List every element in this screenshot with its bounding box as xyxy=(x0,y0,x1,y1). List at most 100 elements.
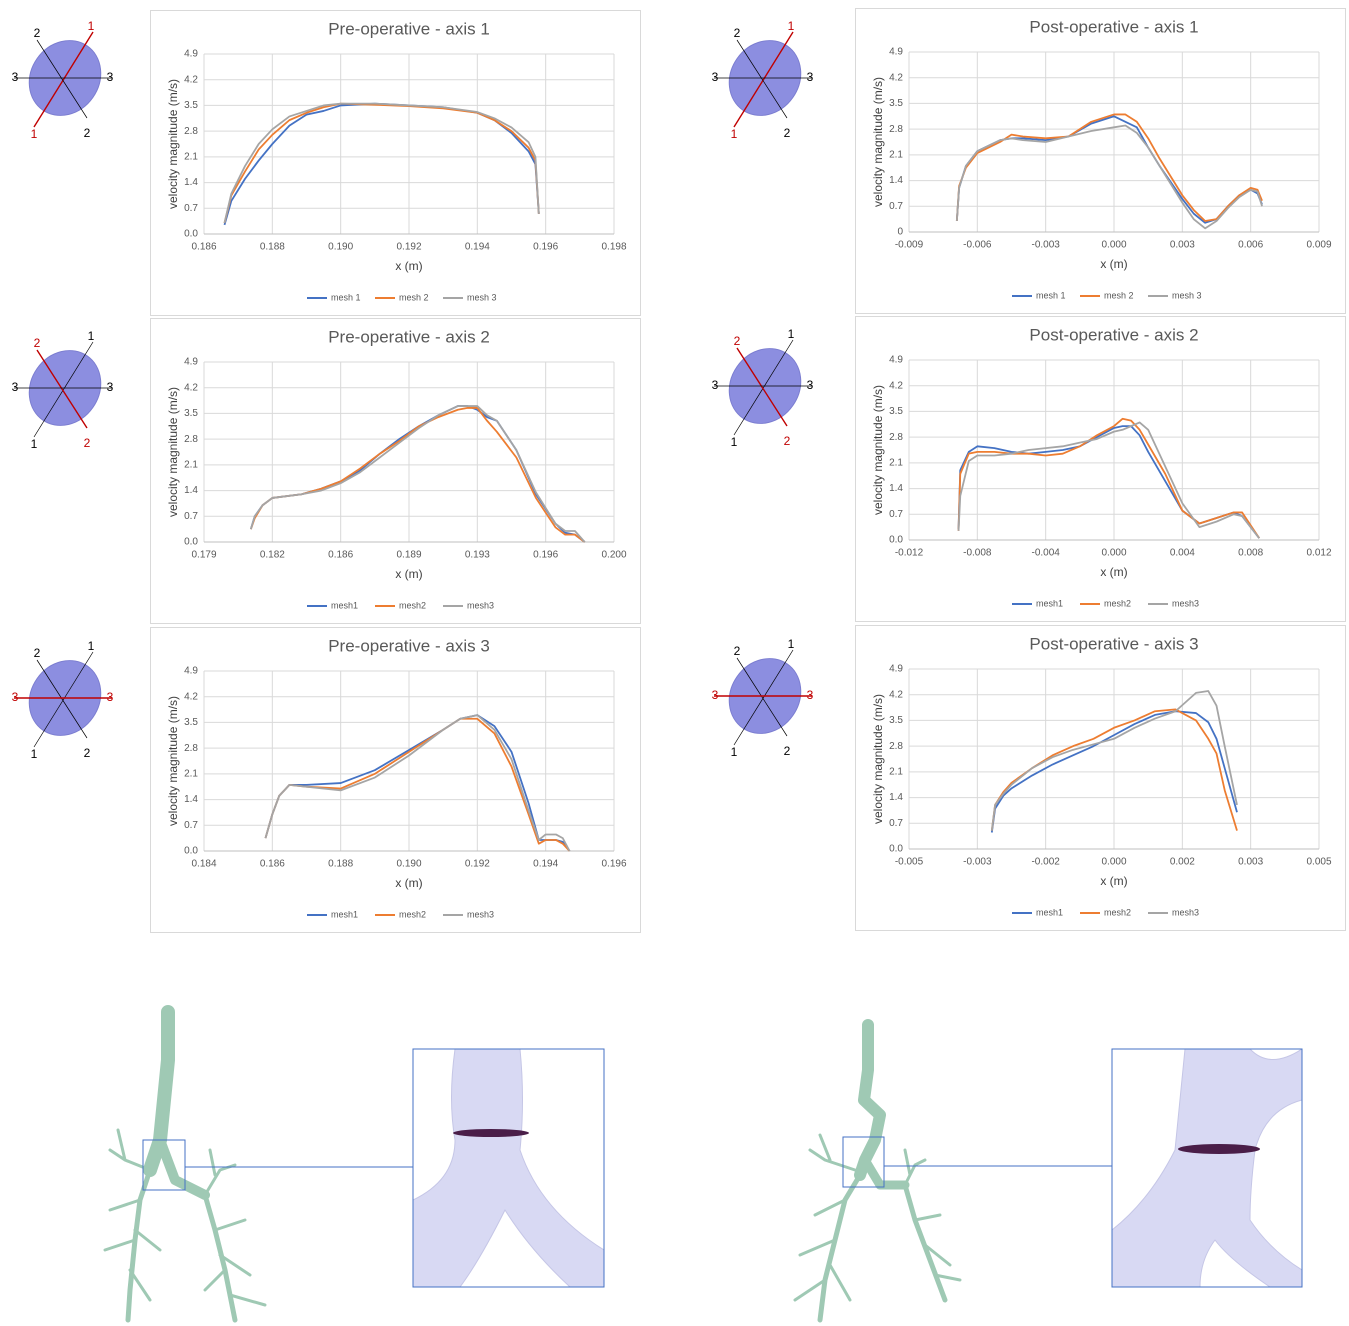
chart-title: Pre-operative - axis 2 xyxy=(328,327,490,346)
x-tick-label: -0.003 xyxy=(1031,240,1060,251)
axis-diagram: 1 1 2 2 3 3 xyxy=(12,19,114,141)
x-tick-label: -0.005 xyxy=(895,857,924,868)
zoom-post xyxy=(1112,1049,1302,1287)
series-line xyxy=(990,690,1238,831)
x-tick-label: 0.002 xyxy=(1170,857,1195,868)
chart-title: Post-operative - axis 2 xyxy=(1029,325,1198,344)
x-tick-label: 0.192 xyxy=(465,859,490,870)
legend-label: mesh2 xyxy=(399,600,426,610)
x-tick-label: 0.000 xyxy=(1101,240,1126,251)
axis-label: 1 xyxy=(731,745,738,759)
x-tick-label: 0.000 xyxy=(1101,857,1126,868)
axis-label: 2 xyxy=(34,336,41,350)
chart-frame xyxy=(855,625,1346,931)
y-tick-label: 2.1 xyxy=(889,457,903,468)
legend-label: mesh 2 xyxy=(1104,290,1134,300)
y-tick-label: 0.0 xyxy=(184,229,198,240)
axis-label: 2 xyxy=(784,744,791,758)
legend-label: mesh 3 xyxy=(467,292,497,302)
x-tick-label: 0.196 xyxy=(601,859,626,870)
y-tick-label: 3.5 xyxy=(184,100,198,111)
axis-label: 1 xyxy=(88,19,95,33)
x-axis-label: x (m) xyxy=(395,259,422,273)
y-tick-label: 4.9 xyxy=(184,666,198,677)
axis-line xyxy=(733,31,794,128)
series-line xyxy=(957,417,1260,539)
x-tick-label: -0.006 xyxy=(963,240,992,251)
x-tick-label: 0.006 xyxy=(1238,240,1263,251)
x-tick-label: -0.003 xyxy=(963,857,992,868)
zoom-pre xyxy=(413,1049,604,1287)
x-tick-label: 0.004 xyxy=(1170,548,1195,559)
axis-label: 1 xyxy=(731,127,738,141)
y-tick-label: 0.7 xyxy=(184,511,198,522)
y-tick-label: 4.2 xyxy=(889,72,903,83)
y-tick-label: 2.8 xyxy=(184,743,198,754)
legend-label: mesh2 xyxy=(1104,907,1131,917)
axis-label: 1 xyxy=(31,747,38,761)
series-line xyxy=(990,710,1238,833)
axis-label: 2 xyxy=(784,126,791,140)
chart-title: Post-operative - axis 1 xyxy=(1029,17,1198,36)
x-tick-label: 0.179 xyxy=(191,550,216,561)
x-tick-label: 0.184 xyxy=(191,859,216,870)
axis-label: 3 xyxy=(107,70,114,84)
y-tick-label: 0.7 xyxy=(184,820,198,831)
y-tick-label: 2.1 xyxy=(889,766,903,777)
y-tick-label: 4.2 xyxy=(184,74,198,85)
y-tick-label: 4.2 xyxy=(184,382,198,393)
chart: Post-operative - axis 3 velocity magnitud… xyxy=(855,625,1346,931)
x-tick-label: 0.194 xyxy=(533,859,558,870)
legend-label: mesh3 xyxy=(467,909,494,919)
legend-label: mesh1 xyxy=(1036,907,1063,917)
chart-frame xyxy=(150,318,641,624)
series-line xyxy=(990,708,1238,831)
x-tick-label: 0.188 xyxy=(328,859,353,870)
x-axis-label: x (m) xyxy=(1100,565,1127,579)
series-line xyxy=(957,421,1260,539)
y-axis-label: velocity magnitude (m/s) xyxy=(871,77,885,207)
axis-line xyxy=(33,31,94,128)
y-tick-label: 1.4 xyxy=(889,175,903,186)
airway-post xyxy=(793,1019,962,1323)
x-tick-label: 0.186 xyxy=(328,550,353,561)
axis-diagram: 1 1 2 2 3 3 xyxy=(712,19,814,141)
axis-label: 3 xyxy=(807,378,814,392)
y-tick-label: 4.9 xyxy=(184,49,198,60)
y-tick-label: 2.1 xyxy=(184,768,198,779)
axis-label: 3 xyxy=(712,688,719,702)
series-line xyxy=(955,124,1263,230)
zoom-marker xyxy=(142,1139,186,1191)
series-line xyxy=(223,102,540,224)
y-tick-label: 2.8 xyxy=(889,432,903,443)
axis-label: 1 xyxy=(788,327,795,341)
y-tick-label: 0.7 xyxy=(889,509,903,520)
y-axis-label: velocity magnitude (m/s) xyxy=(166,79,180,209)
x-tick-label: -0.012 xyxy=(895,548,924,559)
axis-line xyxy=(33,341,94,438)
y-tick-label: 3.5 xyxy=(889,98,903,109)
axis-label: 3 xyxy=(712,70,719,84)
series-line xyxy=(955,113,1263,222)
legend-label: mesh 1 xyxy=(1036,290,1066,300)
x-tick-label: -0.004 xyxy=(1031,548,1060,559)
axis-line xyxy=(736,39,788,119)
axis-label: 1 xyxy=(31,127,38,141)
x-tick-label: -0.002 xyxy=(1031,857,1060,868)
x-tick-label: 0.186 xyxy=(191,242,216,253)
series-line xyxy=(264,714,571,852)
chart-frame xyxy=(855,8,1346,314)
legend-label: mesh3 xyxy=(1172,598,1199,608)
axis-line xyxy=(733,339,794,436)
chart-title: Pre-operative - axis 3 xyxy=(328,636,490,655)
axis-label: 1 xyxy=(788,637,795,651)
zoom-marker xyxy=(842,1136,885,1188)
chart: Pre-operative - axis 3 velocity magnitude… xyxy=(150,627,641,933)
y-axis-label: velocity magnitude (m/s) xyxy=(871,385,885,515)
x-tick-label: 0.186 xyxy=(260,859,285,870)
x-tick-label: 0.190 xyxy=(328,242,353,253)
y-tick-label: 4.2 xyxy=(889,380,903,391)
axis-label: 1 xyxy=(788,19,795,33)
x-tick-label: 0.196 xyxy=(533,242,558,253)
